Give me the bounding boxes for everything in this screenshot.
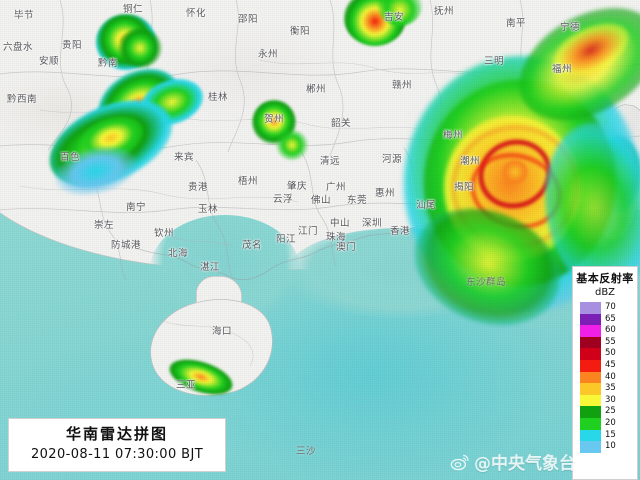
legend-tick-10: 10 (605, 441, 616, 452)
place-label: 肇庆 (286, 181, 308, 192)
place-label: 衡阳 (289, 26, 311, 37)
typhoon-echo-structure (396, 0, 640, 347)
place-label: 宁德 (559, 22, 581, 33)
place-label: 福州 (551, 64, 573, 75)
place-label: 佛山 (310, 195, 332, 206)
place-label: 铜仁 (122, 4, 144, 15)
place-label: 阳江 (275, 234, 297, 245)
legend-tick-70: 70 (605, 302, 616, 312)
place-label: 毕节 (13, 10, 35, 21)
place-label: 清远 (319, 156, 341, 167)
place-label: 梅州 (442, 130, 464, 141)
product-title-box: 华南雷达拼图 2020-08-11 07:30:00 BJT (8, 418, 226, 472)
echo-guilin-cell-b (276, 130, 308, 160)
legend-swatch-25 (580, 406, 601, 418)
place-label: 潮州 (459, 156, 481, 167)
place-label: 香港 (389, 226, 411, 237)
legend-tick-55: 55 (605, 336, 616, 347)
reflectivity-legend: 基本反射率 dBZ 70 65 60 55 50 45 40 35 30 25 20 15 10 (572, 266, 638, 480)
legend-swatch-60 (580, 325, 601, 337)
legend-tick-45: 45 (605, 359, 616, 370)
legend-swatch-70 (580, 302, 601, 314)
place-label: 三明 (483, 56, 505, 67)
place-label: 贺州 (263, 114, 285, 125)
place-label: 安顺 (38, 56, 60, 67)
place-label: 茂名 (241, 240, 263, 251)
legend-tick-20: 20 (605, 417, 616, 428)
legend-swatch-55 (580, 336, 601, 349)
place-label: 来宾 (173, 152, 195, 163)
place-label: 三沙 (295, 446, 317, 457)
place-label: 防城港 (110, 240, 142, 251)
product-timestamp: 2020-08-11 07:30:00 BJT (30, 447, 204, 462)
place-label: 南宁 (125, 202, 147, 213)
legend-swatch-50 (580, 348, 601, 360)
place-label: 赣州 (391, 80, 413, 91)
place-label: 中山 (329, 218, 351, 229)
place-label: 南平 (505, 18, 527, 29)
place-label: 东莞 (346, 195, 368, 206)
place-label: 北海 (167, 248, 189, 259)
place-label: 玉林 (197, 204, 219, 215)
place-label: 江门 (297, 226, 319, 237)
place-label: 湛江 (199, 262, 221, 273)
legend-swatch-20 (580, 417, 601, 430)
place-label: 抚州 (433, 6, 455, 17)
place-label: 崇左 (93, 220, 115, 231)
place-label: 邵阳 (237, 14, 259, 25)
place-label: 河源 (381, 154, 403, 165)
place-label: 揭阳 (453, 182, 475, 193)
typhoon-eye (502, 160, 528, 184)
place-label: 桂林 (207, 92, 229, 103)
legend-tick-40: 40 (605, 371, 616, 382)
legend-color-bar (580, 302, 601, 453)
product-title: 华南雷达拼图 (65, 425, 168, 443)
place-label: 黔南 (97, 58, 119, 69)
place-label: 六盘水 (2, 42, 34, 53)
legend-swatch-35 (580, 383, 601, 395)
legend-tick-labels: 70 65 60 55 50 45 40 35 30 25 20 15 10 (605, 302, 635, 453)
place-label: 汕尾 (415, 200, 437, 211)
legend-swatch-65 (580, 313, 601, 326)
place-label: 海口 (211, 326, 233, 337)
legend-swatch-40 (580, 371, 601, 384)
legend-tick-15: 15 (605, 429, 616, 440)
legend-unit: dBZ (594, 287, 616, 298)
place-label: 三亚 (175, 380, 197, 391)
place-label: 黔西南 (6, 94, 38, 105)
place-label: 澳门 (335, 242, 357, 253)
legend-tick-35: 35 (605, 383, 616, 394)
place-label: 珠海 (325, 232, 347, 243)
legend-tick-25: 25 (605, 406, 616, 417)
place-label: 怀化 (185, 8, 207, 19)
legend-swatch-10 (580, 441, 601, 453)
place-label: 贵港 (187, 182, 209, 193)
place-label: 郴州 (305, 84, 327, 95)
legend-swatch-45 (580, 359, 601, 372)
legend-title: 基本反射率 (576, 272, 634, 285)
legend-tick-50: 50 (605, 348, 616, 359)
place-label: 梧州 (237, 176, 259, 187)
place-label: 惠州 (374, 188, 396, 199)
legend-swatch-15 (580, 429, 601, 442)
place-label: 韶关 (330, 118, 352, 129)
place-label: 广州 (325, 182, 347, 193)
place-label: 贵阳 (61, 40, 83, 51)
legend-tick-60: 60 (605, 325, 616, 336)
place-label: 深圳 (361, 218, 383, 229)
place-label: 吉安 (383, 12, 405, 23)
place-label: 东沙群岛 (465, 277, 507, 288)
place-label: 云浮 (272, 194, 294, 205)
place-label: 永州 (257, 49, 279, 60)
legend-tick-30: 30 (605, 394, 616, 405)
legend-tick-65: 65 (605, 313, 616, 324)
echo-guizhou-cell-b (118, 28, 162, 68)
legend-swatch-30 (580, 394, 601, 407)
place-label: 百色 (59, 152, 81, 163)
place-label: 钦州 (153, 228, 175, 239)
